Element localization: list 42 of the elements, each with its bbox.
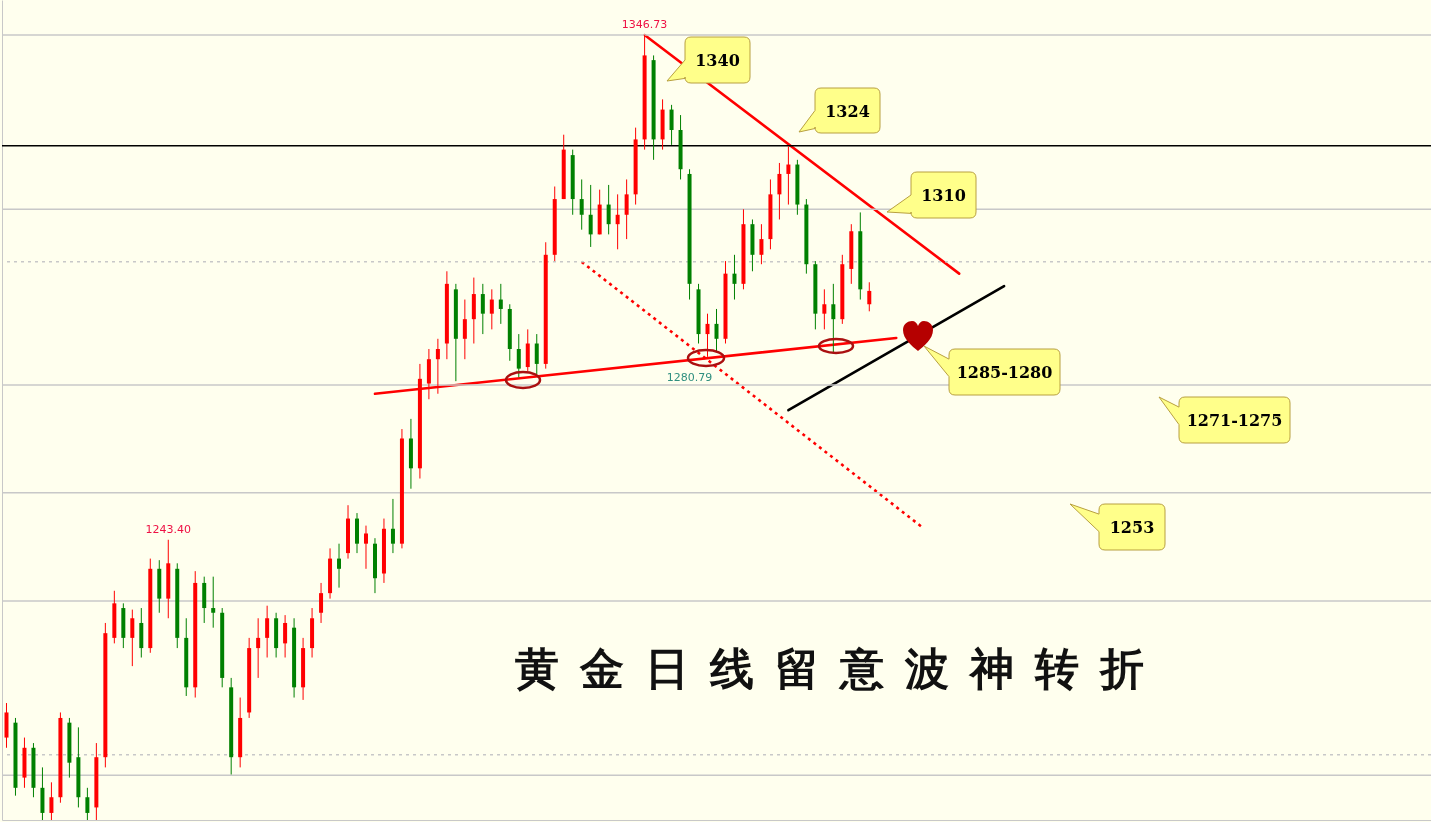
candlestick [525,328,530,372]
candlestick [337,543,342,589]
candlestick [283,614,288,659]
candlestick [786,145,791,206]
candlestick [390,498,395,554]
candlestick [462,299,467,360]
candlestick [319,582,324,624]
annotation: 1285-1280 [956,363,1053,382]
candlestick [732,254,737,301]
annotation: 1271-1275 [1186,411,1283,430]
candlestick [579,178,584,231]
candlestick [867,281,872,312]
candlestick [714,308,719,352]
text: 黄金日线留意波神转折 [515,642,1165,696]
annotation: 1346.73 [621,18,668,31]
annotation: 1253 [1109,518,1155,537]
candlestick [624,178,629,240]
annotation: 1340 [695,51,740,70]
candlestick [130,609,135,667]
candlestick [831,283,836,355]
candlestick [256,617,261,679]
candlestick [606,184,611,235]
candlestick [615,193,620,250]
candlestick [49,781,54,821]
candlestick [265,605,270,659]
candlestick [211,576,216,629]
candlestick [516,333,521,378]
candlestick [588,184,593,248]
candlestick [498,283,503,325]
annotation: 1243.40 [145,522,192,536]
candlestick [363,525,368,570]
candlestick [534,333,539,375]
candlestick [85,787,90,821]
annotation: 1280.79 [666,370,713,384]
candlestick [669,104,674,146]
candlestick [759,223,764,265]
candlestick [822,288,827,330]
annotation: 1310 [921,186,966,205]
candlestick [489,288,494,330]
annotation: 1324 [825,101,870,121]
candlestick [480,283,485,335]
candlestick [777,162,782,220]
